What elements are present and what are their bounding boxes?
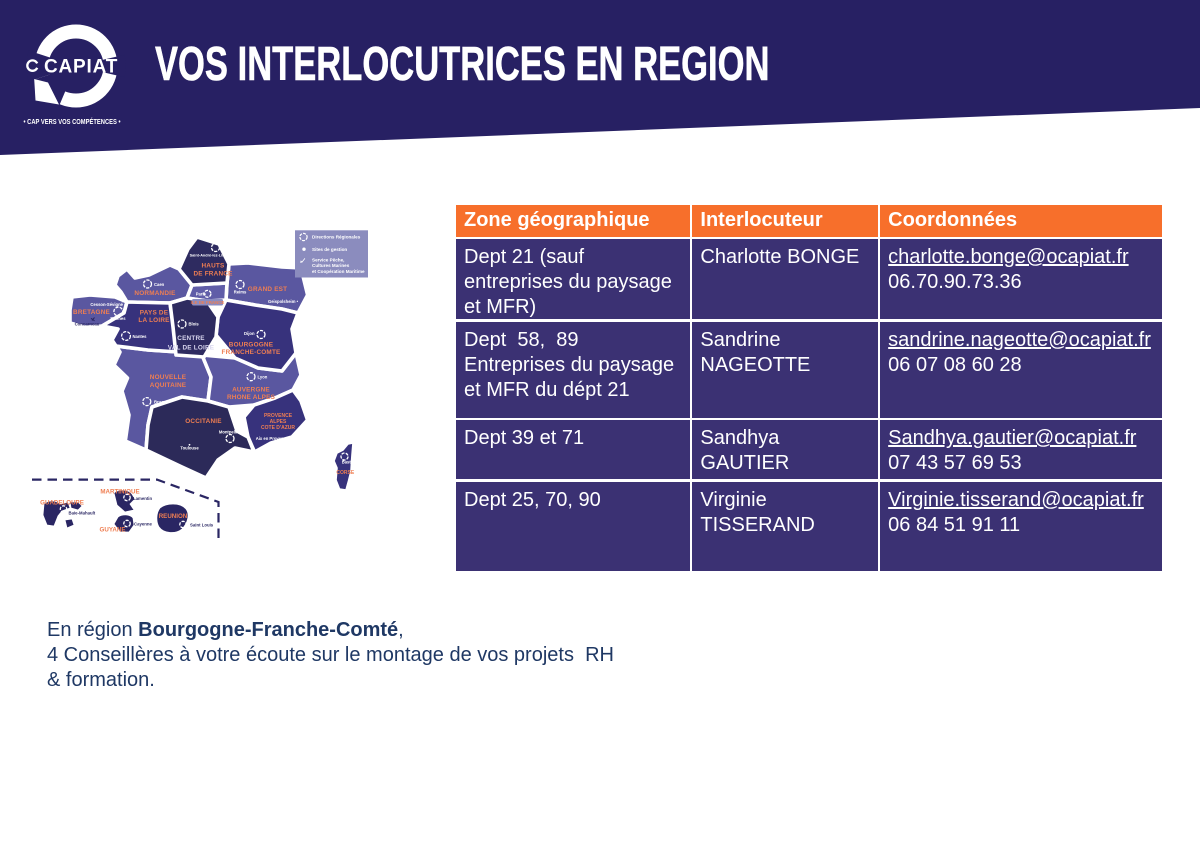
svg-text:NORMANDIE: NORMANDIE: [134, 290, 176, 297]
svg-text:Reims: Reims: [234, 290, 247, 295]
svg-text:et Coopération Maritime: et Coopération Maritime: [312, 269, 365, 274]
svg-text:CENTRE: CENTRE: [177, 335, 205, 342]
svg-text:REUNION: REUNION: [159, 513, 188, 520]
svg-text:COTE D'AZUR: COTE D'AZUR: [261, 425, 295, 431]
svg-text:Toulouse: Toulouse: [180, 446, 199, 451]
svg-text:NOUVELLE: NOUVELLE: [150, 374, 187, 381]
svg-text:Directions Régionales: Directions Régionales: [312, 235, 361, 240]
svg-text:Cesson-Sévigné •: Cesson-Sévigné •: [90, 302, 126, 307]
svg-text:Paris: Paris: [196, 291, 207, 296]
svg-text:Nantes: Nantes: [133, 334, 148, 339]
svg-text:Rennes: Rennes: [110, 316, 126, 321]
svg-text:BOURGOGNE: BOURGOGNE: [229, 342, 274, 349]
svg-text:AQUITAINE: AQUITAINE: [150, 382, 187, 389]
svg-text:ILE DE FRANCE: ILE DE FRANCE: [191, 300, 225, 305]
svg-text:Sites de gestion: Sites de gestion: [312, 247, 347, 252]
svg-text:CAPIAT: CAPIAT: [44, 57, 118, 78]
svg-text:• CAP VERS VOS COMPÉTENCES •: • CAP VERS VOS COMPÉTENCES •: [24, 117, 121, 126]
svg-text:Blois: Blois: [189, 322, 200, 327]
svg-text:HAUTS: HAUTS: [201, 263, 225, 270]
svg-text:MARTINIQUE: MARTINIQUE: [100, 489, 139, 496]
svg-text:DE FRANCE: DE FRANCE: [193, 271, 233, 278]
svg-text:CORSE: CORSE: [336, 470, 354, 476]
svg-text:AUVERGNE: AUVERGNE: [232, 386, 270, 393]
svg-text:GUYANE: GUYANE: [100, 527, 126, 534]
svg-text:VAL DE LOIRE: VAL DE LOIRE: [168, 344, 215, 351]
svg-text:Montpellier: Montpellier: [219, 429, 242, 434]
svg-text:RHONE ALPES: RHONE ALPES: [227, 394, 276, 401]
svg-text:Dijon: Dijon: [244, 331, 255, 336]
svg-text:Lamentin: Lamentin: [133, 496, 152, 501]
svg-text:PAYS DE: PAYS DE: [140, 310, 169, 317]
svg-text:GUADELOUPE: GUADELOUPE: [40, 500, 84, 507]
svg-text:GRAND EST: GRAND EST: [248, 286, 287, 293]
svg-text:Baie-Mahault: Baie-Mahault: [69, 511, 96, 516]
svg-text:Aix en Provence: Aix en Provence: [256, 436, 289, 441]
svg-text:Cayenne: Cayenne: [134, 521, 153, 526]
svg-text:Service Pêche,: Service Pêche,: [312, 258, 344, 263]
svg-text:Caen: Caen: [154, 282, 165, 287]
svg-text:PROVENCE: PROVENCE: [264, 413, 293, 419]
svg-text:Bastia: Bastia: [342, 460, 355, 465]
svg-text:Saint Louis: Saint Louis: [190, 522, 214, 527]
svg-text:Saint-André-lez-Lille: Saint-André-lez-Lille: [190, 254, 227, 258]
svg-text:LA LOIRE: LA LOIRE: [138, 317, 170, 324]
svg-text:OCCITANIE: OCCITANIE: [185, 418, 222, 425]
svg-text:Lyon: Lyon: [258, 374, 268, 379]
svg-text:Geispolsheim •: Geispolsheim •: [268, 299, 299, 304]
svg-text:FRANCHE-COMTE: FRANCHE-COMTE: [221, 349, 281, 356]
svg-text:Bruges: Bruges: [154, 399, 169, 404]
svg-text:BRETAGNE: BRETAGNE: [73, 309, 111, 316]
svg-text:ALPES: ALPES: [270, 419, 287, 425]
svg-text:Concarneau: Concarneau: [75, 322, 100, 327]
svg-text:Cultures Marines: Cultures Marines: [312, 263, 350, 268]
